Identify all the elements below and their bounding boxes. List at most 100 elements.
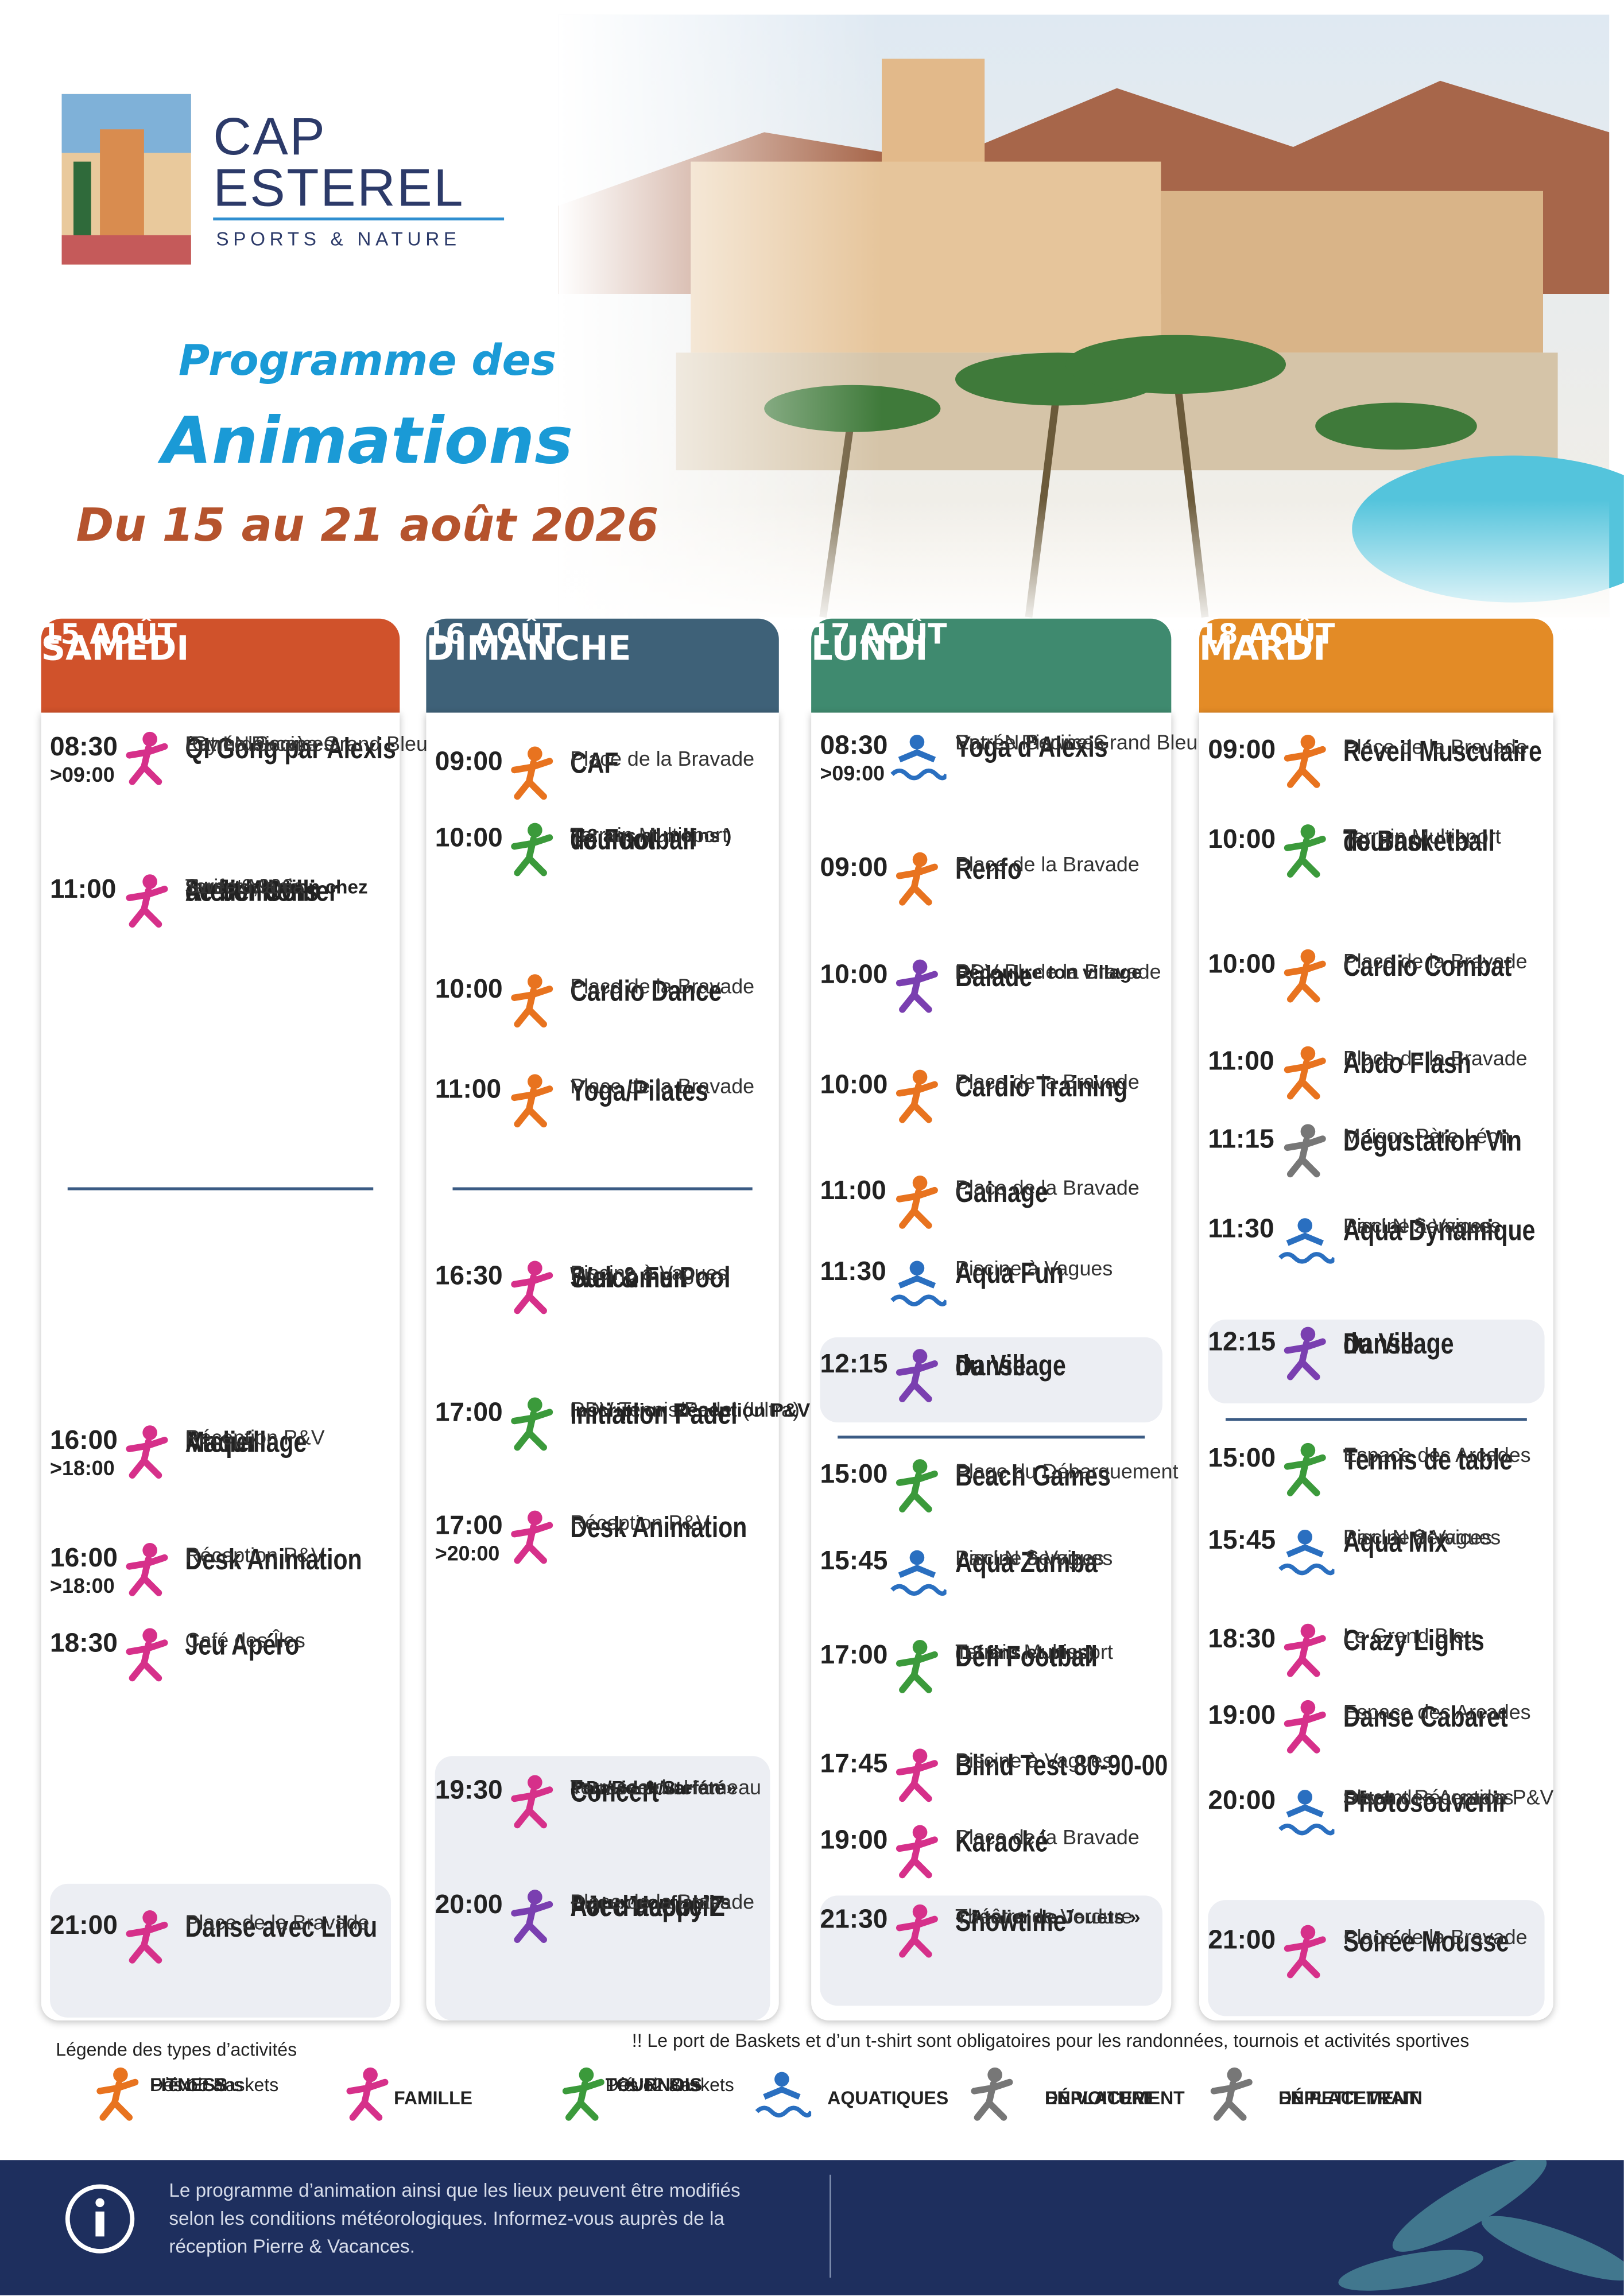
event: 15:00 Beach Games Plage du Débarquement <box>811 1459 1179 1518</box>
day-date: 18 AOÛT <box>1199 618 1335 651</box>
event-title: Aqua Fun <box>955 1258 1064 1290</box>
day-name: LUNDI <box>811 630 928 669</box>
activity-icon <box>1278 1529 1335 1576</box>
legend-icon <box>338 2065 397 2123</box>
event-detail: Terrain Multisport <box>1343 824 1501 848</box>
activity-icon <box>896 1176 938 1229</box>
event-title: Showtime <box>955 1906 1067 1938</box>
event: 17:45 Blind Test 80-90-00 Piscine à Vagues <box>811 1748 1171 1807</box>
event-time: 08:30 <box>50 731 118 762</box>
event-detail: (Gym douce) <box>185 731 304 755</box>
activity-icon <box>126 1910 168 1964</box>
event-title: Cardio Combat <box>1343 951 1512 983</box>
event-time: 15:00 <box>820 1459 888 1489</box>
event-detail: Par LN Services <box>1343 1525 1492 1549</box>
event-detail: Par LN Services <box>185 731 334 755</box>
activity-icon <box>511 1890 553 1943</box>
event-detail: Place de la Bravade <box>570 1074 755 1098</box>
event-detail: Piscine à Vagues <box>1343 1525 1501 1549</box>
header-photo <box>61 14 1624 632</box>
event: 09:00 Renfo Place de la Bravade <box>811 852 1171 911</box>
event-detail: Place de la Bravade <box>1343 949 1528 973</box>
activity-icon <box>511 746 553 800</box>
activity-icon <box>1278 1790 1335 1836</box>
event-title: Abdo Flash <box>1343 1048 1471 1080</box>
legend-detail: Prévoir Baskets <box>605 2074 734 2096</box>
event-title: Photosouvenir <box>1343 1786 1508 1820</box>
footer-band <box>0 2160 1624 2295</box>
event-detail: Café des Îles <box>185 1628 305 1652</box>
event-title: QI Gong par Alexis <box>185 733 396 766</box>
day-date: 16 AOÛT <box>426 618 562 651</box>
event-time: 10:00 <box>1208 824 1276 854</box>
activity-icon <box>511 1261 553 1314</box>
event: 19:00 Karaoké Place de la Bravade <box>811 1825 1171 1884</box>
activity-icon <box>562 2067 604 2121</box>
activity-icon <box>1284 1124 1326 1178</box>
activity-icon <box>1284 1046 1326 1100</box>
event-title: Tournoi <box>570 824 656 857</box>
event: 19:30 Concert « David & Stefan » Pop/Rock/v… <box>426 1775 778 1833</box>
event: 10:00 Balade Découvre ton village RDV Pl. d… <box>811 959 1171 1018</box>
event-time: 10:00 <box>435 823 503 852</box>
divider <box>1226 1418 1527 1421</box>
event-detail: RDV Pl. de la Bravade <box>955 959 1161 983</box>
event-detail: Par LN Services <box>955 1546 1104 1570</box>
event-time: 11:00 <box>1208 1046 1274 1076</box>
event-time: 21:00 <box>1208 1925 1276 1954</box>
event-detail: Plage du Débarquement <box>955 1459 1179 1483</box>
event-detail: Réception P&V <box>185 1425 325 1449</box>
event: 12:15 Danse du Village <box>811 1349 1171 1407</box>
event-title: Maquillage <box>185 1426 307 1460</box>
event-title: Beach Games <box>955 1460 1111 1493</box>
event: 08:30 >09:00 Yoga d’Alexis Par LN Services E… <box>811 730 1197 789</box>
event-time: 16:30 <box>435 1261 503 1290</box>
event-detail: Espace des Arcades <box>1343 1700 1531 1724</box>
event-title: Dégustation Vin <box>1343 1125 1522 1158</box>
event-time: 18:30 <box>1208 1623 1276 1653</box>
event: 11:30 Aqua Fun Piscine à Vagues <box>811 1256 1171 1315</box>
activity-icon <box>1284 1327 1326 1380</box>
event-time: 11:30 <box>1208 1213 1274 1243</box>
event-note: Pop/Rock/variété <box>570 1777 726 1799</box>
activity-icon <box>511 974 553 1028</box>
event: 11:30 Aqua Dynamique Par LN Services Piscin… <box>1199 1214 1553 1273</box>
event-detail: RDV Tennis/Padel (Ultra) <box>570 1397 800 1421</box>
activity-icon <box>896 1459 938 1512</box>
event-detail: Place de la Bravade <box>1343 1925 1528 1949</box>
activity-icon <box>1284 735 1326 788</box>
footer-decor <box>65 2160 1624 2291</box>
title: Programme des <box>178 335 557 385</box>
legend-label: DÉPLACEMENT <box>1278 2088 1418 2109</box>
date-range: Du 15 au 21 août 2026 <box>76 499 659 553</box>
legend-warning: !! Le port de Baskets et d’un t-shirt so… <box>631 2030 1470 2051</box>
day-date: 15 AOÛT <box>41 618 177 651</box>
event-note: Inscription Réception P&V <box>570 1399 811 1421</box>
activity-icon <box>1284 824 1326 878</box>
divider <box>67 1187 374 1190</box>
event-title: Concert <box>570 1777 660 1809</box>
event-title: Cardio Dance <box>570 975 722 1009</box>
activity-icon <box>896 959 938 1013</box>
event-detail: Entrée Piscine Grand Bleu <box>955 730 1198 754</box>
activity-icon <box>511 823 553 876</box>
event-detail: Piscine à Vagues <box>955 1748 1113 1773</box>
event-detail: Place de la Bravade <box>185 1910 370 1934</box>
event-time-end: >18:00 <box>50 1456 115 1480</box>
event: 18:30 Crazy Lights Le Grand Bleu <box>1199 1623 1553 1682</box>
event-time-end: >20:00 <box>435 1541 500 1565</box>
day-header: DIMANCHE 16 AOÛT <box>426 618 779 713</box>
event-title: Karaoké <box>955 1826 1048 1859</box>
event-note: (12 ans et moins ) <box>570 824 732 847</box>
day-column <box>41 712 400 2020</box>
event: 08:30 >09:00 QI Gong par Alexis (Gym douce)… <box>41 731 428 790</box>
event-title: Danse <box>955 1350 1026 1383</box>
brand-name: ESTEREL <box>213 157 465 218</box>
event-title: Welcome Pool <box>570 1262 731 1295</box>
event: 15:00 Tennis de table Espace des Arcades <box>1199 1442 1553 1502</box>
event: 15:45 Aqua Zumba Par LN Services Piscine à … <box>811 1546 1171 1604</box>
event-title: Pot d’accueil <box>570 1891 715 1924</box>
legend-label: FAMILLE <box>394 2088 472 2109</box>
event-detail: Place de la Bravade <box>570 974 755 998</box>
